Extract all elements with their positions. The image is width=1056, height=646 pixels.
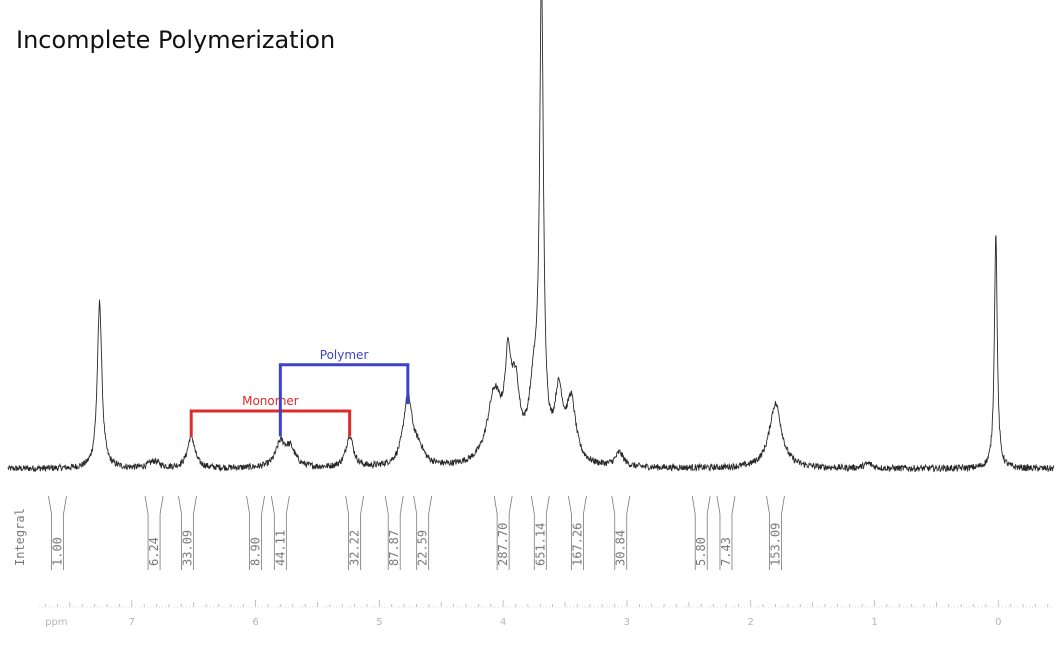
chart-title: Incomplete Polymerization	[16, 26, 336, 54]
integral-bracket-right	[545, 495, 550, 570]
integral-bracket-right	[731, 495, 736, 570]
integral-bracket-right	[63, 495, 67, 570]
integral-bracket-right	[583, 495, 587, 570]
integral-bracket-right	[399, 495, 404, 570]
integral-bracket-left	[48, 495, 52, 570]
tick-label: 2	[748, 617, 754, 628]
tick-label: 1	[871, 617, 877, 628]
integral-value: 32.22	[348, 530, 362, 566]
integral-axis-label: Integral	[13, 508, 27, 566]
integral-value: 6.24	[147, 537, 161, 566]
integral-bracket-left	[716, 495, 721, 570]
polymer-bracket	[278, 363, 410, 437]
integral-value: 167.26	[570, 523, 584, 566]
integral-bracket-left	[568, 495, 572, 570]
integral-bracket-left	[384, 495, 389, 570]
tick-label: 7	[129, 617, 135, 628]
integral-bracket-right	[159, 495, 164, 570]
integral-bracket-right	[626, 495, 631, 570]
integral-value: 87.87	[387, 530, 401, 566]
integral-bracket-left	[413, 495, 418, 570]
integral-value: 5.80	[694, 537, 708, 566]
integral-bracket-left	[766, 495, 770, 570]
integral-bracket-left	[611, 495, 616, 570]
tick-label: 5	[376, 617, 382, 628]
integral-value: 1.00	[51, 537, 65, 566]
axis-unit-label: ppm	[45, 617, 67, 628]
annotation-layer: Monomer Polymer	[189, 348, 410, 437]
tick-label: 3	[624, 617, 630, 628]
integral-bracket-left	[493, 495, 498, 570]
integral-value: 7.43	[719, 537, 733, 566]
integral-bracket-right	[508, 495, 513, 570]
integral-bracket-left	[345, 495, 350, 570]
trace-layer	[7, 0, 1055, 473]
integral-value: 287.70	[496, 523, 510, 566]
tick-label: 0	[995, 617, 1001, 628]
integral-bracket-right	[193, 495, 197, 570]
integral-bracket-left	[246, 495, 250, 570]
integral-bracket-right	[261, 495, 265, 570]
monomer-bracket	[189, 409, 352, 437]
tick-label: 6	[252, 617, 258, 628]
integral-value: 44.11	[273, 530, 287, 566]
integral-value: 22.59	[416, 530, 430, 566]
integral-bracket-right	[781, 495, 785, 570]
integral-bracket-right	[706, 495, 711, 570]
integral-bracket-left	[144, 495, 149, 570]
polymer-label: Polymer	[320, 348, 369, 362]
integral-layer: Integral 1.00 6.24 33.09 8.90 44.11 32.22 87.87…	[13, 495, 785, 570]
integral-value: 30.84	[614, 530, 628, 566]
integral-value: 153.09	[768, 523, 782, 566]
spectrum-trace	[7, 0, 1055, 473]
ppm-axis: ppm 7 6 5 4 3 2 1 0	[38, 600, 1054, 628]
monomer-label: Monomer	[242, 394, 299, 408]
integral-value: 33.09	[180, 530, 194, 566]
integral-bracket-right	[428, 495, 433, 570]
tick-label: 4	[500, 617, 506, 628]
integral-bracket-right	[285, 495, 290, 570]
integral-value: 8.90	[249, 537, 263, 566]
integral-bracket-left	[178, 495, 182, 570]
integral-bracket-right	[360, 495, 364, 570]
integral-bracket-left	[530, 495, 535, 570]
integral-value: 651.14	[533, 523, 547, 566]
integral-bracket-left	[270, 495, 275, 570]
integral-bracket-left	[691, 495, 696, 570]
